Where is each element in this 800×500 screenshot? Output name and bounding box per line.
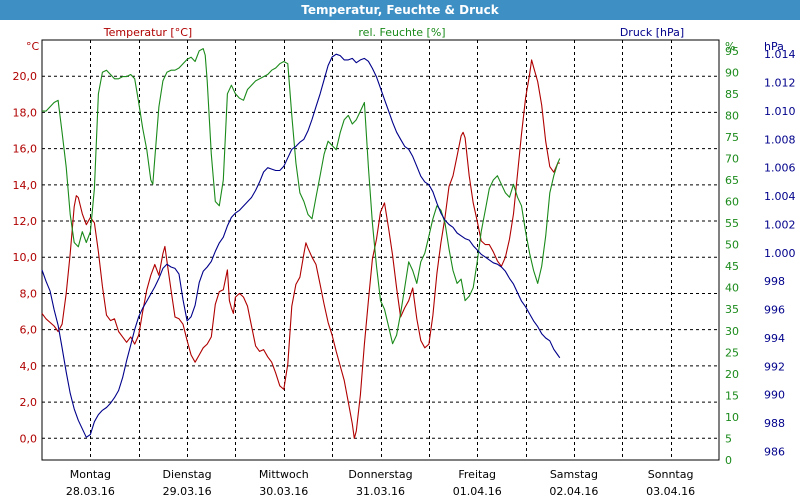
pressure-tick-label: 1.002 (764, 218, 796, 231)
day-label: Mittwoch (259, 468, 309, 481)
temperature-tick-label: 8,0 (20, 287, 38, 300)
humidity-tick-label: 75 (725, 131, 739, 144)
date-label: 03.04.16 (646, 485, 695, 498)
date-label: 28.03.16 (66, 485, 115, 498)
temperature-tick-label: 12,0 (13, 215, 38, 228)
axis-headers: °C Temperatur [°C] rel. Feuchte [%] Druck [… (26, 26, 784, 53)
pressure-axis: 986 988 990 992 994 996 998 1.000 1.002 1.004 1.00… (764, 48, 796, 458)
humidity-tick-label: 60 (725, 196, 739, 209)
pressure-tick-label: 992 (764, 360, 785, 373)
humidity-tick-label: 45 (725, 260, 739, 273)
temperature-tick-label: 10,0 (13, 251, 38, 264)
pressure-tick-label: 986 (764, 445, 785, 458)
humidity-tick-label: 90 (725, 66, 739, 79)
day-label: Montag (70, 468, 111, 481)
series-line-temperature (41, 59, 560, 439)
humidity-tick-label: 20 (725, 368, 739, 381)
humidity-tick-label: 30 (725, 325, 739, 338)
day-label: Dienstag (163, 468, 212, 481)
humidity-axis-title: rel. Feuchte [%] (358, 26, 445, 39)
humidity-tick-label: 95 (725, 45, 739, 58)
pressure-unit: hPa (764, 40, 784, 53)
pressure-axis-title: Druck [hPa] (620, 26, 684, 39)
humidity-tick-label: 65 (725, 174, 739, 187)
humidity-tick-label: 25 (725, 346, 739, 359)
temperature-tick-label: 14,0 (13, 179, 38, 192)
pressure-tick-label: 1.004 (764, 190, 796, 203)
temperature-axis-title: Temperatur [°C] (103, 26, 192, 39)
pressure-tick-label: 998 (764, 275, 785, 288)
chart: 0,02,04,06,08,010,012,014,016,018,020,0 … (13, 26, 796, 498)
temperature-tick-label: 16,0 (13, 143, 38, 156)
plot-frame (41, 39, 720, 461)
humidity-tick-label: 50 (725, 239, 739, 252)
humidity-tick-label: 85 (725, 88, 739, 101)
pressure-tick-label: 1.008 (764, 133, 796, 146)
temperature-tick-label: 2,0 (20, 396, 38, 409)
grid (41, 39, 720, 461)
temperature-tick-label: 4,0 (20, 360, 38, 373)
temperature-tick-label: 0,0 (20, 432, 38, 445)
pressure-tick-label: 988 (764, 417, 785, 430)
humidity-unit: % (725, 40, 735, 53)
humidity-axis: 0 5 10 15 20 25 30 35 40 45 50 55 60 65 70 75 80 85 90 95 (725, 45, 739, 467)
humidity-tick-label: 35 (725, 303, 739, 316)
pressure-tick-label: 1.012 (764, 77, 796, 90)
temperature-axis: 0,0 2,0 4,0 6,0 8,0 10,0 12,0 14,0 16,0 18,0 20,0 (13, 70, 38, 445)
temperature-unit: °C (26, 40, 40, 53)
pressure-tick-label: 1.014 (764, 48, 796, 61)
day-label: Donnerstag (348, 468, 412, 481)
pressure-tick-label: 996 (764, 304, 785, 317)
day-label: Samstag (550, 468, 598, 481)
pressure-tick-label: 994 (764, 332, 785, 345)
humidity-tick-label: 55 (725, 217, 739, 230)
pressure-tick-label: 1.006 (764, 162, 796, 175)
date-label: 02.04.16 (549, 485, 598, 498)
temperature-tick-label: 18,0 (13, 106, 38, 119)
series-layer (41, 48, 561, 439)
date-label: 01.04.16 (453, 485, 502, 498)
humidity-tick-label: 15 (725, 389, 739, 402)
humidity-tick-label: 70 (725, 152, 739, 165)
pressure-tick-label: 1.000 (764, 247, 796, 260)
day-label: Sonntag (648, 468, 694, 481)
humidity-tick-label: 0 (725, 454, 732, 467)
humidity-tick-label: 5 (725, 432, 732, 445)
window-title: Temperatur, Feuchte & Druck (0, 0, 800, 20)
series-line-humidity (42, 48, 561, 345)
humidity-tick-label: 10 (725, 411, 739, 424)
day-label: Freitag (458, 468, 496, 481)
pressure-tick-label: 1.010 (764, 105, 796, 118)
day-axis: Montag 28.03.16 Dienstag 29.03.16 Mittwoch 30… (66, 468, 695, 498)
date-label: 30.03.16 (259, 485, 308, 498)
pressure-tick-label: 990 (764, 389, 785, 402)
humidity-tick-label: 40 (725, 282, 739, 295)
date-label: 29.03.16 (163, 485, 212, 498)
series-line-pressure (41, 53, 561, 438)
temperature-tick-label: 20,0 (13, 70, 38, 83)
date-label: 31.03.16 (356, 485, 405, 498)
humidity-tick-label: 80 (725, 109, 739, 122)
temperature-tick-label: 6,0 (20, 324, 38, 337)
